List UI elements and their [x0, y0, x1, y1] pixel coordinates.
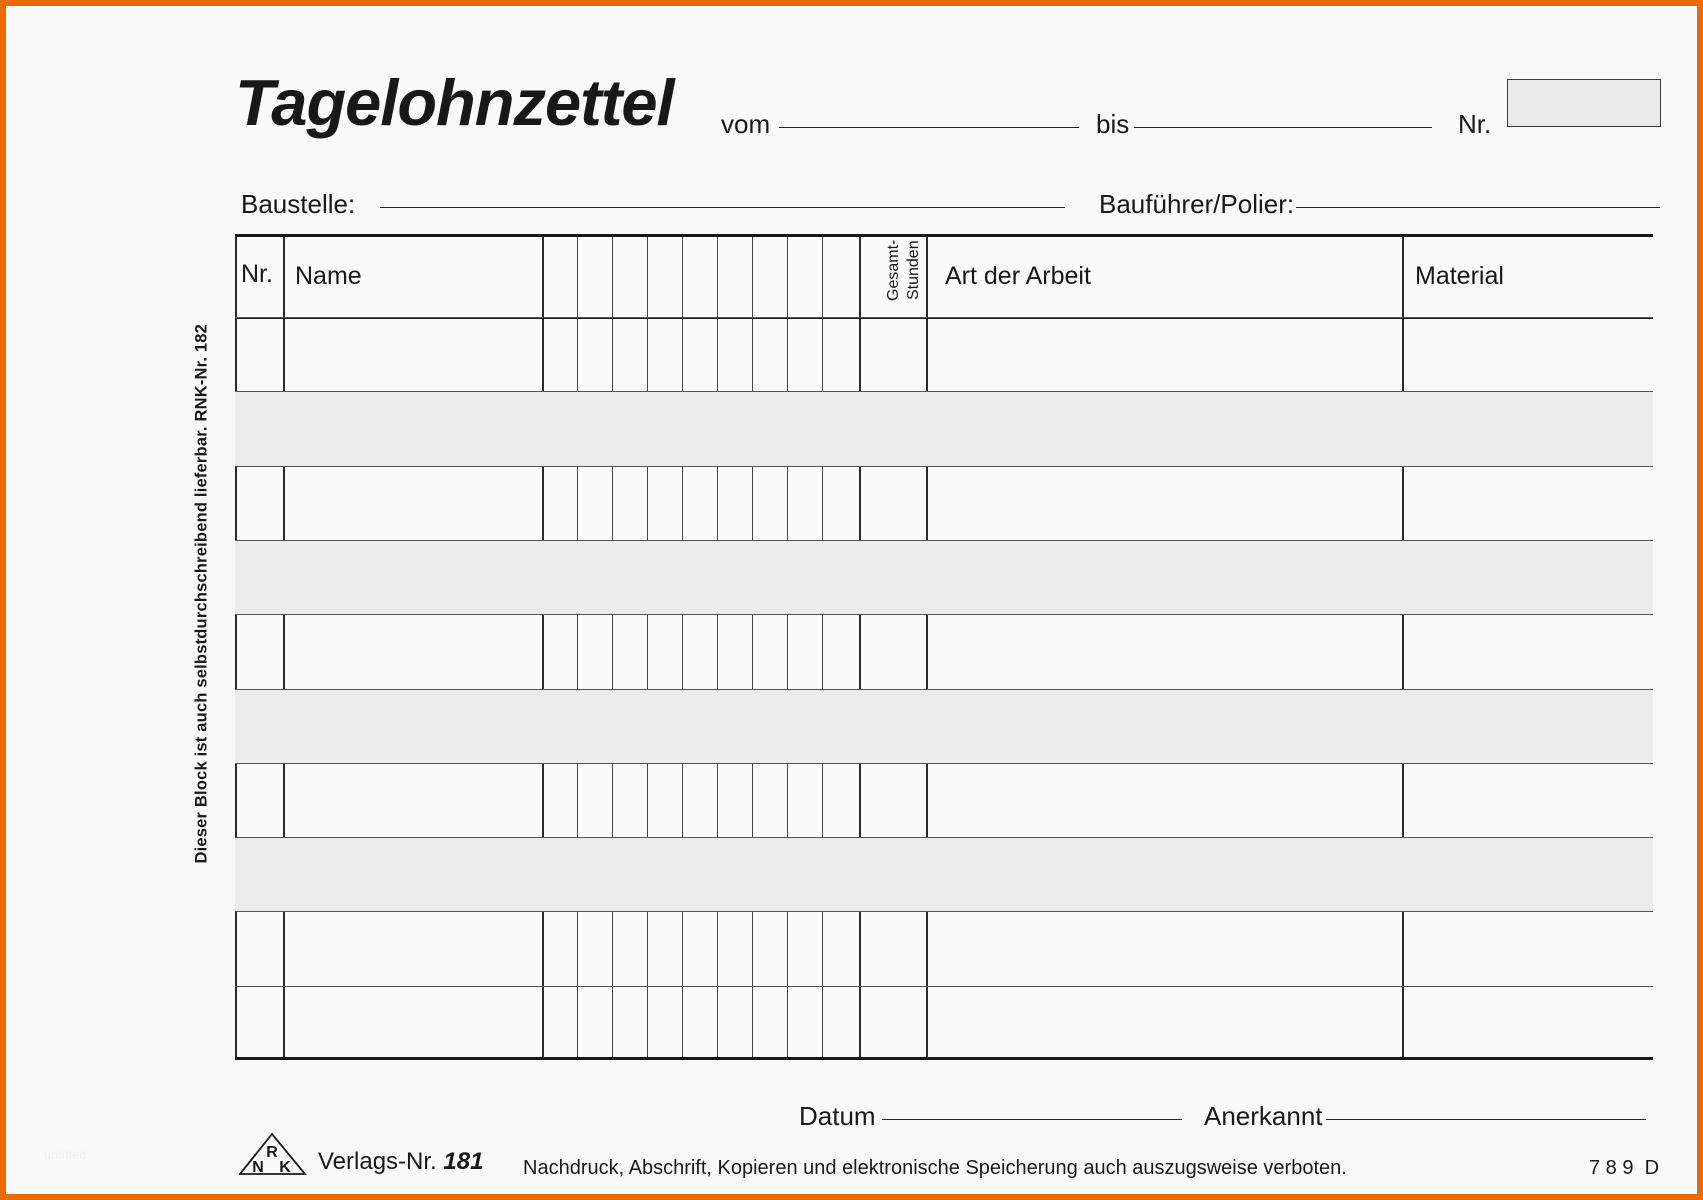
svg-text:K: K	[279, 1159, 291, 1176]
svg-text:N: N	[252, 1159, 264, 1176]
svg-text:R: R	[266, 1144, 278, 1161]
